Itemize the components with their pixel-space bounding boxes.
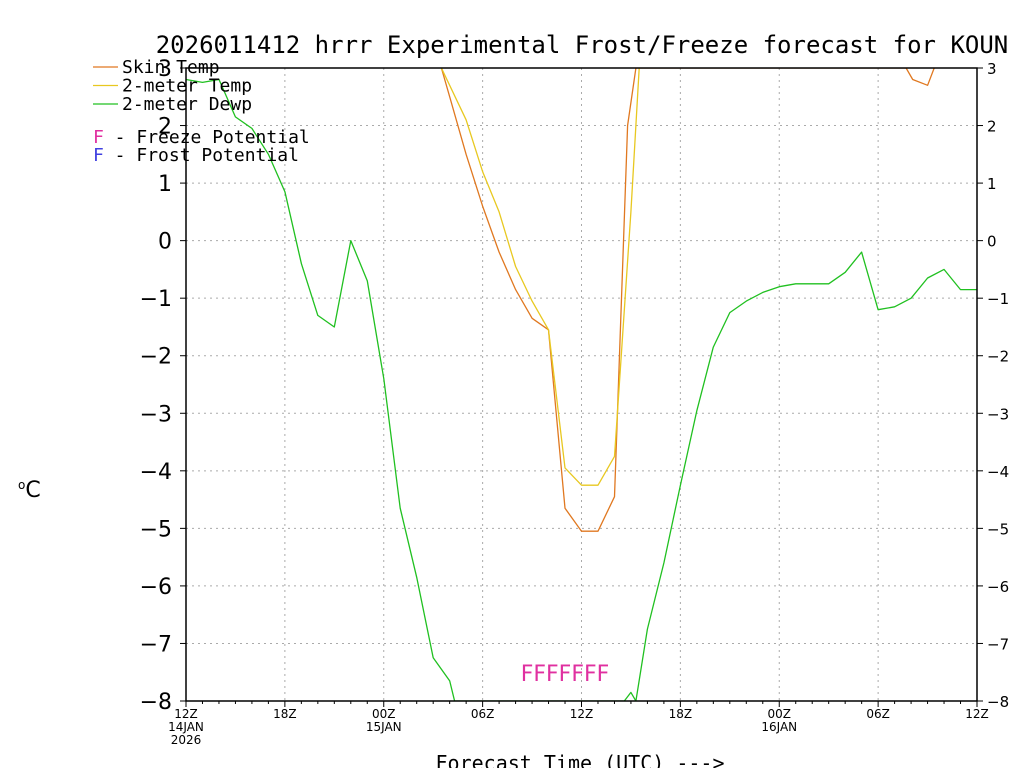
y-tick-label-right: −1 — [987, 290, 1009, 308]
x-tick-year: 2026 — [171, 733, 202, 747]
y-tick-label-left: −5 — [140, 517, 172, 542]
x-tick-label: 00Z — [372, 707, 396, 721]
y-tick-label-right: −4 — [987, 463, 1009, 481]
x-axis-label: Forecast Time (UTC) ---> — [436, 751, 725, 768]
y-tick-label-left: −7 — [140, 632, 172, 657]
legend-label-skin-temp: Skin Temp — [122, 57, 220, 78]
y-tick-label-right: −8 — [987, 693, 1009, 711]
y-tick-label-left: −2 — [140, 345, 172, 370]
y-tick-label-right: −5 — [987, 520, 1009, 538]
chart-title: 2026011412 hrrr Experimental Frost/Freez… — [156, 31, 1009, 59]
y-tick-label-left: 0 — [158, 230, 172, 255]
y-tick-label-left: −6 — [140, 575, 172, 600]
y-tick-label-right: −2 — [987, 348, 1009, 366]
y-tick-label-right: −6 — [987, 578, 1009, 596]
legend-freeze-potential: F - Freeze Potential — [93, 127, 310, 148]
y-tick-label-left: −3 — [140, 402, 172, 427]
legend-frost-text: - Frost Potential — [104, 145, 299, 166]
grid-lines — [186, 68, 977, 701]
y-tick-label-left: 1 — [158, 172, 172, 197]
legend-label-2-meter-dewp: 2-meter Dewp — [122, 94, 252, 115]
y-tick-label-right: 3 — [987, 60, 997, 78]
y-tick-label-left: −1 — [140, 287, 172, 312]
x-tick-label: 06Z — [866, 707, 890, 721]
y-tick-label-right: 2 — [987, 118, 997, 136]
y-axis-label: oC — [18, 478, 41, 503]
series-line-2-meter-temp — [440, 68, 640, 486]
x-tick-label: 18Z — [273, 707, 297, 721]
freeze-potential-marks: FFFFFFF — [521, 662, 610, 687]
x-tick-date: 16JAN — [761, 720, 797, 734]
data-series — [186, 68, 977, 701]
axes: 3 3 2 2 1 1 0 0 −1 −1 −2 −2 −3 −3 −4 −4 −5 −5 −6 −6 −7 −7 −8 −8… — [140, 57, 1010, 747]
legend-frost-letter: F — [93, 145, 104, 166]
y-tick-label-left: 3 — [158, 57, 172, 82]
y-tick-label-left: 2 — [158, 115, 172, 140]
y-tick-label-right: 1 — [987, 175, 997, 193]
y-tick-label-right: 0 — [987, 233, 997, 251]
plot-frame — [185, 67, 978, 702]
x-tick-label: 12Z — [965, 707, 989, 721]
legend-freeze-text: - Freeze Potential — [104, 127, 310, 148]
y-tick-label-right: −7 — [987, 635, 1009, 653]
y-tick-label-left: −4 — [140, 460, 172, 485]
y-axis-label-degree: o — [18, 478, 25, 492]
x-tick-label: 12Z — [570, 707, 594, 721]
legend-frost-potential: F - Frost Potential — [93, 145, 299, 166]
y-tick-label-left: −8 — [140, 690, 172, 715]
x-tick-label: 00Z — [768, 707, 792, 721]
legend-freeze-letter: F — [93, 127, 104, 148]
x-tick-date: 14JAN — [168, 720, 204, 734]
legend-label-2-meter-temp: 2-meter Temp — [122, 76, 252, 97]
x-tick-label: 12Z — [174, 707, 198, 721]
y-axis-label-unit: C — [25, 478, 40, 503]
y-tick-label-right: −3 — [987, 405, 1009, 423]
series-line-skin-temp — [440, 68, 935, 532]
x-tick-label: 18Z — [669, 707, 693, 721]
freeze-markers: FFFFFFF — [521, 662, 610, 687]
series-line-2-meter-dewp — [186, 78, 977, 701]
x-tick-date: 15JAN — [366, 720, 402, 734]
x-tick-label: 06Z — [471, 707, 495, 721]
